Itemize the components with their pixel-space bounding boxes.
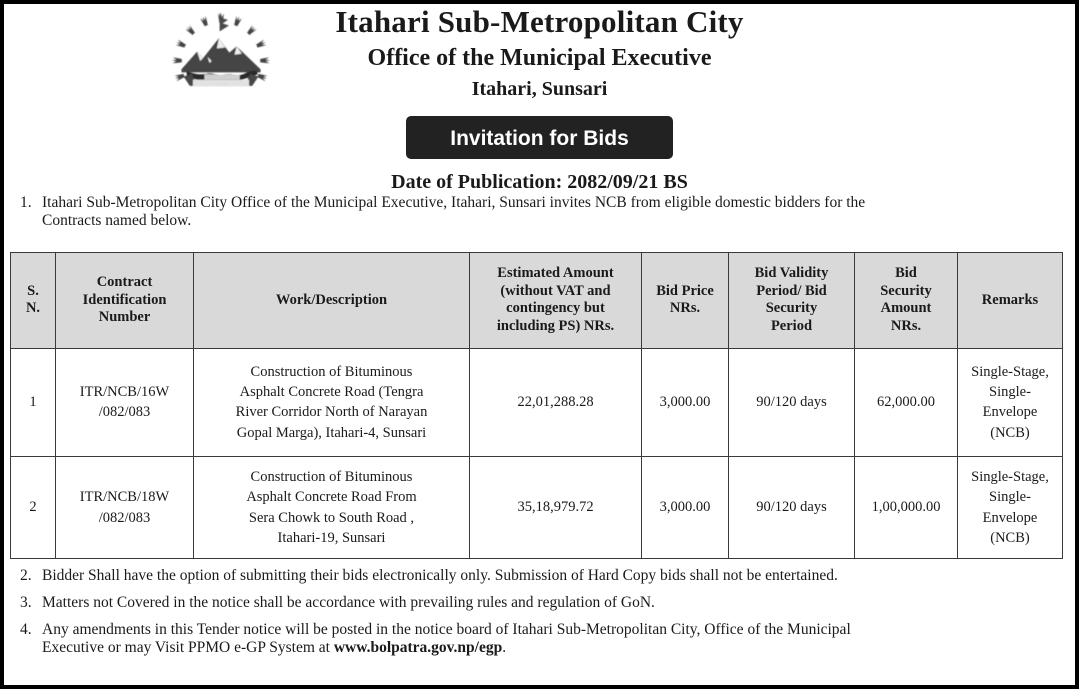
svg-text:- - - - -: - - - - - <box>216 82 227 86</box>
